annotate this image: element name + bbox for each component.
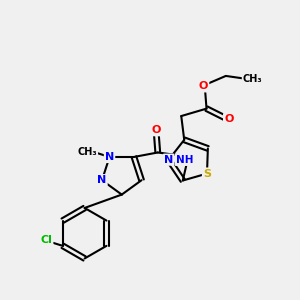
Text: CH₃: CH₃ (77, 148, 97, 158)
Text: O: O (152, 125, 161, 135)
Text: CH₃: CH₃ (243, 74, 262, 84)
Text: O: O (224, 114, 233, 124)
Text: N: N (105, 152, 114, 162)
Text: NH: NH (176, 155, 193, 165)
Text: N: N (164, 155, 173, 165)
Text: N: N (98, 175, 106, 185)
Text: Cl: Cl (40, 235, 52, 245)
Text: S: S (203, 169, 211, 178)
Text: O: O (199, 81, 208, 91)
